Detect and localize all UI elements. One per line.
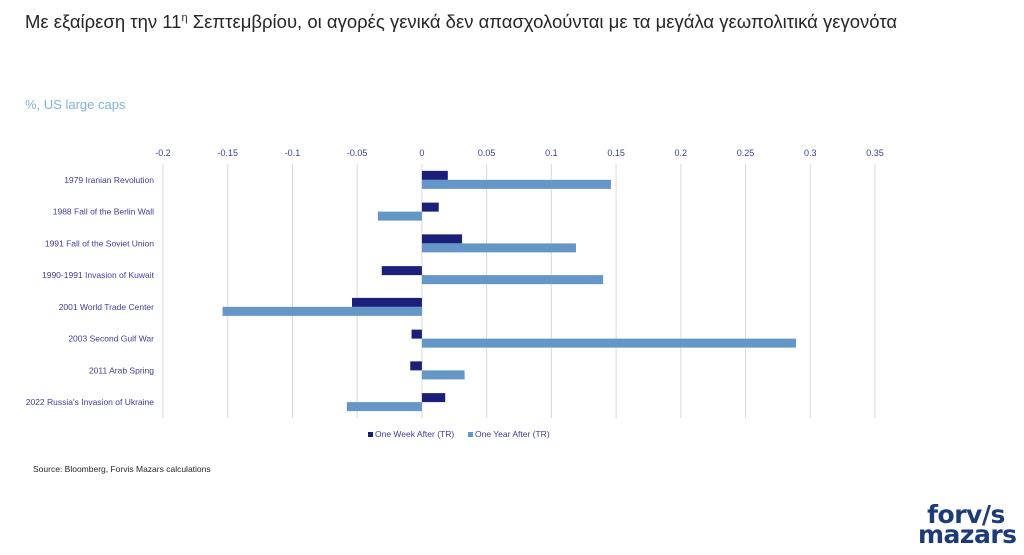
- x-tick-label: -0.15: [217, 148, 238, 158]
- bar-one-year: [421, 338, 797, 348]
- x-tick-label: 0.2: [675, 148, 688, 158]
- chart-title: Με εξαίρεση την 11η Σεπτεμβρίου, οι αγορ…: [25, 11, 897, 33]
- bar-one-year: [377, 211, 422, 221]
- x-tick-label: 0.3: [804, 148, 817, 158]
- bar-one-week: [421, 234, 463, 244]
- legend-label-week: One Week After (TR): [375, 429, 454, 439]
- bar-one-week: [410, 361, 422, 371]
- source-note: Source: Bloomberg, Forvis Mazars calcula…: [33, 464, 211, 474]
- title-superscript: η: [181, 11, 188, 24]
- bar-one-year: [421, 243, 576, 253]
- bar-one-week: [421, 170, 448, 180]
- x-tick-label: 0.15: [607, 148, 625, 158]
- x-tick-label: -0.05: [347, 148, 368, 158]
- category-label: 1990-1991 Invasion of Kuwait: [42, 270, 155, 280]
- bar-one-week: [381, 266, 422, 276]
- bar-one-year: [421, 370, 465, 380]
- x-tick-label: 0.05: [478, 148, 496, 158]
- bar-one-year: [421, 275, 604, 285]
- unit-label: %, US large caps: [25, 97, 126, 112]
- x-tick-label: -0.2: [155, 148, 171, 158]
- title-main: Με εξαίρεση την 11: [25, 11, 182, 32]
- bar-chart: -0.2 -0.15 -0.1 -0.05 0 0.05 0.1 0.15 0.2 0.25 0.3…: [26, 148, 884, 439]
- legend-label-year: One Year After (TR): [475, 429, 550, 439]
- category-label: 1988 Fall of the Berlin Wall: [53, 207, 154, 217]
- bar-one-week: [352, 297, 422, 307]
- bar-one-year: [222, 306, 422, 316]
- forvis-mazars-logo: forv/s mazars: [918, 500, 1017, 549]
- category-label: 1979 Iranian Revolution: [64, 175, 154, 185]
- x-tick-label: 0.25: [737, 148, 755, 158]
- category-label: 2001 World Trade Center: [59, 302, 154, 312]
- bar-one-year: [346, 402, 422, 412]
- bar-one-week: [421, 393, 446, 403]
- category-label: 2022 Russia's Invasion of Ukraine: [26, 397, 155, 407]
- bar-one-week: [411, 329, 422, 339]
- bar-one-week: [421, 202, 439, 212]
- category-label: 2003 Second Gulf War: [68, 334, 154, 344]
- x-tick-label: -0.1: [285, 148, 301, 158]
- x-tick-label: 0.35: [866, 148, 884, 158]
- legend-swatch-week: [368, 432, 373, 437]
- category-label: 1991 Fall of the Soviet Union: [45, 238, 154, 248]
- x-tick-label: 0.1: [545, 148, 558, 158]
- bar-one-year: [421, 179, 611, 189]
- logo-line-forvis: forv/s: [927, 500, 1005, 529]
- category-label: 2011 Arab Spring: [89, 365, 154, 375]
- x-tick-label: 0: [419, 148, 424, 158]
- legend-swatch-year: [468, 432, 473, 437]
- title-rest: Σεπτεμβρίου, οι αγορές γενικά δεν απασχο…: [187, 11, 898, 32]
- logo-line-mazars: mazars: [918, 520, 1017, 549]
